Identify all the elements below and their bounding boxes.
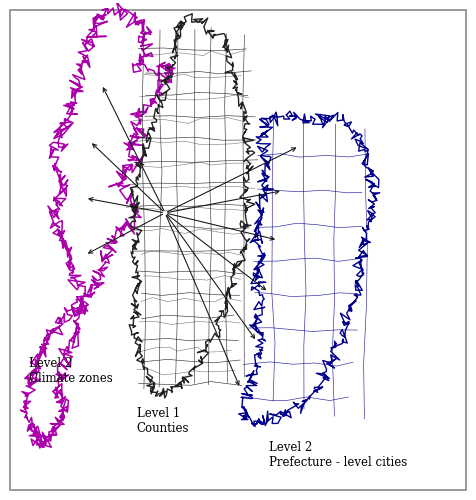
Text: Level 2
Climate zones: Level 2 Climate zones xyxy=(29,357,112,385)
Text: Level 2
Prefecture - level cities: Level 2 Prefecture - level cities xyxy=(268,441,407,469)
Text: Level 1
Counties: Level 1 Counties xyxy=(137,406,189,434)
FancyBboxPatch shape xyxy=(10,10,466,490)
